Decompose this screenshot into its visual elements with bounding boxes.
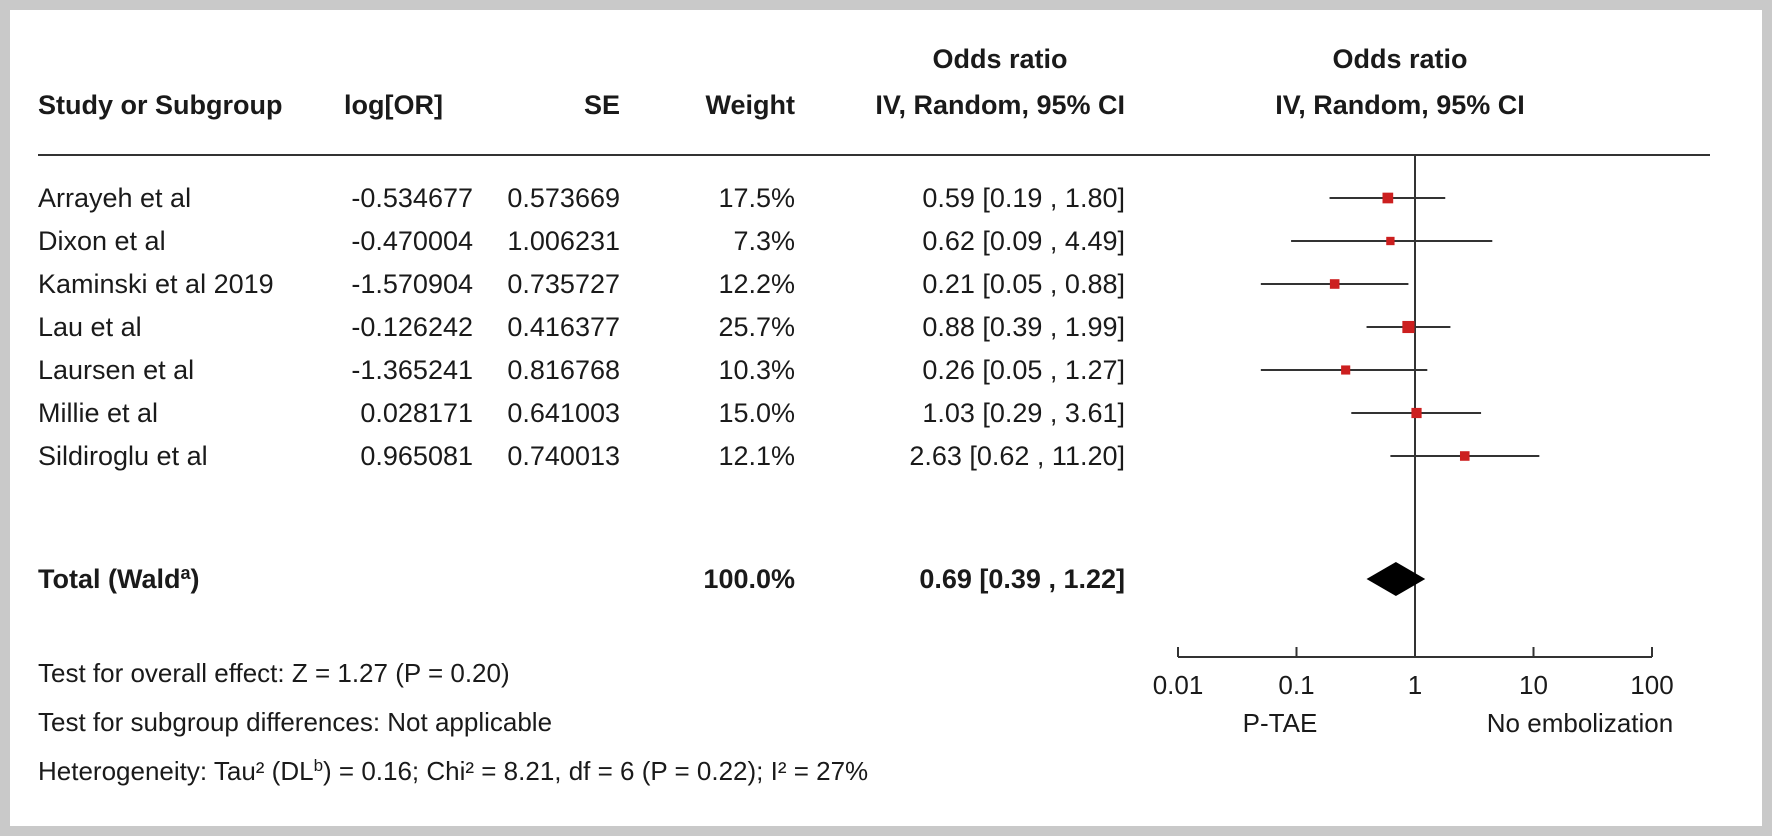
study-ci-text: 1.03 [0.29 , 3.61] — [922, 398, 1125, 428]
plot-marks — [1260, 155, 1540, 657]
study-se: 0.740013 — [507, 441, 620, 471]
point-estimate-marker — [1459, 451, 1470, 461]
study-weight: 15.0% — [718, 398, 795, 428]
study-name: Laursen et al — [38, 355, 194, 385]
point-estimate-marker — [1402, 320, 1415, 334]
x-tick-label: 1 — [1408, 670, 1422, 700]
study-ci-text: 0.21 [0.05 , 0.88] — [922, 269, 1125, 299]
study-name: Arrayeh et al — [38, 183, 191, 213]
study-logor: -0.470004 — [351, 226, 473, 256]
subgroup-differences-note: Test for subgroup differences: Not appli… — [38, 707, 552, 737]
header-weight: Weight — [706, 90, 796, 120]
point-estimate-marker — [1411, 407, 1422, 419]
study-weight: 25.7% — [718, 312, 795, 342]
study-weight: 10.3% — [718, 355, 795, 385]
x-axis: 0.01 0.1 1 10 100 — [1153, 647, 1674, 700]
study-weight: 12.1% — [718, 441, 795, 471]
total-superscript: a — [180, 563, 191, 583]
point-estimate-marker — [1386, 236, 1395, 246]
heterogeneity-note: Heterogeneity: Tau² (DLb) = 0.16; Chi² =… — [38, 756, 868, 786]
total-label: Total (Walda) — [38, 563, 200, 594]
study-logor: 0.028171 — [360, 398, 473, 428]
header-study: Study or Subgroup — [38, 90, 282, 120]
overall-effect-note: Test for overall effect: Z = 1.27 (P = 0… — [38, 658, 510, 688]
study-name: Kaminski et al 2019 — [38, 269, 274, 299]
study-name: Dixon et al — [38, 226, 166, 256]
total-weight: 100.0% — [703, 564, 795, 594]
header-odds-ratio-table-bottom: IV, Random, 95% CI — [875, 90, 1125, 120]
study-ci-text: 0.26 [0.05 , 1.27] — [922, 355, 1125, 385]
header-odds-ratio-table-top: Odds ratio — [932, 44, 1067, 74]
point-estimate-marker — [1382, 192, 1394, 204]
x-tick-label: 0.01 — [1153, 670, 1204, 700]
study-se: 0.573669 — [507, 183, 620, 213]
study-se: 0.641003 — [507, 398, 620, 428]
study-logor: -0.534677 — [351, 183, 473, 213]
favours-left-label: P-TAE — [1243, 708, 1318, 738]
study-ci-text: 0.88 [0.39 , 1.99] — [922, 312, 1125, 342]
study-logor: -0.126242 — [351, 312, 473, 342]
study-logor: 0.965081 — [360, 441, 473, 471]
study-weight: 17.5% — [718, 183, 795, 213]
forest-plot: Odds ratio Odds ratio Study or Subgroup … — [38, 44, 1710, 786]
study-se: 0.735727 — [507, 269, 620, 299]
heterogeneity-superscript: b — [314, 756, 323, 775]
study-name: Lau et al — [38, 312, 142, 342]
x-tick-label: 100 — [1630, 670, 1673, 700]
study-weight: 7.3% — [733, 226, 795, 256]
header-odds-ratio-plot-top: Odds ratio — [1332, 44, 1467, 74]
study-se: 0.416377 — [507, 312, 620, 342]
study-se: 1.006231 — [507, 226, 620, 256]
study-se: 0.816768 — [507, 355, 620, 385]
header-odds-ratio-plot-bottom: IV, Random, 95% CI — [1275, 90, 1525, 120]
header-logor: log[OR] — [344, 90, 443, 120]
x-tick-label: 10 — [1519, 670, 1548, 700]
forest-plot-panel: Odds ratio Odds ratio Study or Subgroup … — [10, 10, 1762, 826]
study-name: Sildiroglu et al — [38, 441, 208, 471]
study-ci-text: 0.59 [0.19 , 1.80] — [922, 183, 1125, 213]
study-rows: Arrayeh et al -0.534677 0.573669 17.5% 0.59 … — [38, 183, 1125, 471]
header-se: SE — [584, 90, 620, 120]
study-logor: -1.365241 — [351, 355, 473, 385]
study-ci-text: 0.62 [0.09 , 4.49] — [922, 226, 1125, 256]
study-weight: 12.2% — [718, 269, 795, 299]
pooled-estimate-diamond — [1366, 562, 1426, 596]
study-name: Millie et al — [38, 398, 158, 428]
study-ci-text: 2.63 [0.62 , 11.20] — [909, 441, 1125, 471]
total-ci-text: 0.69 [0.39 , 1.22] — [919, 564, 1125, 594]
point-estimate-marker — [1329, 279, 1340, 289]
study-logor: -1.570904 — [351, 269, 473, 299]
favours-right-label: No embolization — [1487, 708, 1673, 738]
x-tick-label: 0.1 — [1278, 670, 1314, 700]
point-estimate-marker — [1341, 365, 1351, 375]
